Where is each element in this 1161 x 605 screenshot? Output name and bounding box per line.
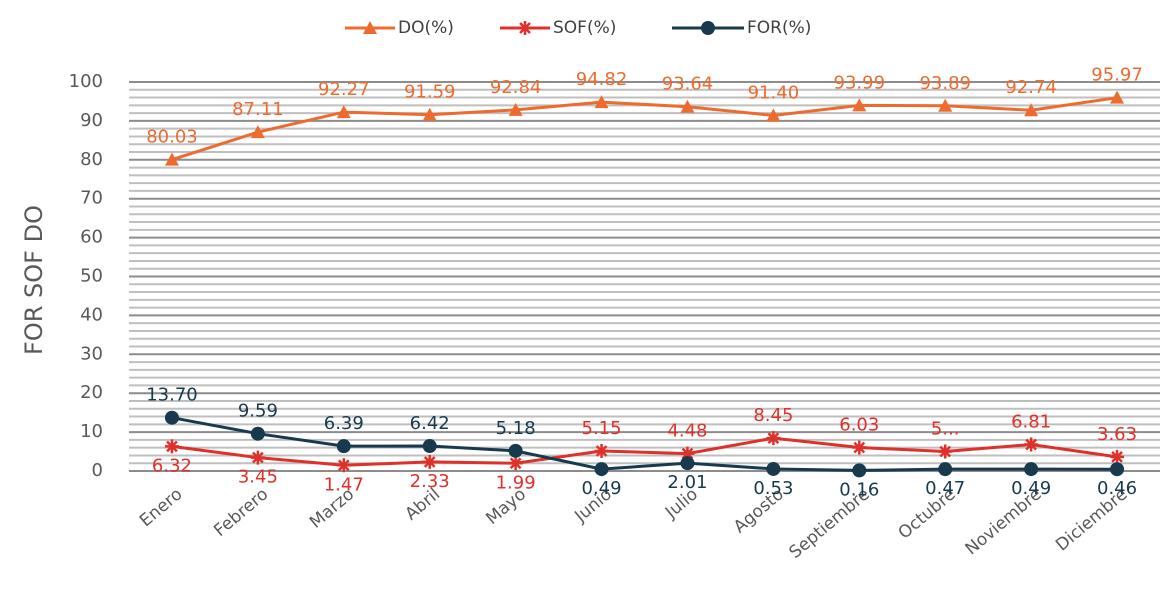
y-tick-label: 80 xyxy=(80,149,103,170)
marker xyxy=(766,108,781,122)
data-label: 1.47 xyxy=(324,474,364,495)
series-line xyxy=(171,416,1118,472)
marker xyxy=(422,107,437,121)
marker xyxy=(594,443,609,458)
marker xyxy=(1024,437,1039,452)
legend-item: DO(%) xyxy=(345,18,454,38)
y-tick-label: 60 xyxy=(80,227,103,248)
marker xyxy=(766,431,781,446)
marker xyxy=(336,458,351,473)
marker xyxy=(594,462,609,477)
marker xyxy=(336,439,351,454)
data-label: 5.18 xyxy=(496,418,536,439)
marker xyxy=(508,443,523,458)
data-label: 91.40 xyxy=(748,82,800,103)
data-label: 95.97 xyxy=(1091,65,1143,86)
data-label: 2.33 xyxy=(410,471,450,492)
marker xyxy=(508,456,523,471)
legend-label: SOF(%) xyxy=(553,18,616,38)
data-label: 0.16 xyxy=(839,479,879,500)
data-label: 6.32 xyxy=(152,455,192,476)
marker xyxy=(250,450,265,465)
marker xyxy=(1024,462,1039,477)
data-label: 0.53 xyxy=(753,478,793,499)
marker xyxy=(518,21,532,35)
data-label: 80.03 xyxy=(146,127,198,148)
data-label: 92.74 xyxy=(1005,77,1057,98)
data-label: 3.45 xyxy=(238,467,278,488)
data-label: 92.27 xyxy=(318,79,370,100)
data-label: 6.42 xyxy=(410,413,450,434)
marker xyxy=(938,462,953,477)
marker xyxy=(164,439,179,454)
y-tick-label: 20 xyxy=(80,382,103,403)
data-label: 0.46 xyxy=(1097,478,1137,499)
marker xyxy=(250,426,265,441)
data-label: 92.84 xyxy=(490,77,542,98)
x-tick-label: Febrero xyxy=(210,484,272,541)
data-label: 94.82 xyxy=(576,69,628,90)
marker xyxy=(1110,462,1125,477)
data-label: 93.89 xyxy=(919,73,971,94)
series-line xyxy=(171,96,1118,162)
x-tick-label: Enero xyxy=(136,484,186,531)
data-label: 13.70 xyxy=(146,385,198,406)
legend-label: FOR(%) xyxy=(747,18,811,38)
legend-item: FOR(%) xyxy=(672,18,811,38)
data-label: 4.48 xyxy=(667,421,707,442)
data-label: 5... xyxy=(931,419,960,440)
y-tick-label: 100 xyxy=(69,71,103,92)
data-label: 6.03 xyxy=(839,415,879,436)
marker xyxy=(336,105,351,119)
data-label: 0.49 xyxy=(1011,478,1051,499)
series-line xyxy=(171,436,1118,467)
marker xyxy=(422,439,437,454)
y-tick-label: 90 xyxy=(80,110,103,131)
y-tick-label: 30 xyxy=(80,343,103,364)
marker xyxy=(508,102,523,116)
marker xyxy=(1110,90,1125,104)
marker xyxy=(701,21,715,35)
data-label: 93.99 xyxy=(834,72,886,93)
marker xyxy=(1024,103,1039,117)
data-label: 91.59 xyxy=(404,82,456,103)
data-label: 8.45 xyxy=(753,405,793,426)
y-axis-label: FOR SOF DO xyxy=(20,205,48,355)
y-tick-label: 70 xyxy=(80,188,103,209)
marker xyxy=(680,446,695,461)
data-label: 9.59 xyxy=(238,401,278,422)
marker xyxy=(164,410,179,425)
data-label: 93.64 xyxy=(662,74,714,95)
data-label: 0.47 xyxy=(925,478,965,499)
data-label: 1.99 xyxy=(496,472,536,493)
data-label: 87.11 xyxy=(232,99,284,120)
data-label: 3.63 xyxy=(1097,424,1137,445)
data-label: 5.15 xyxy=(582,418,622,439)
data-label: 2.01 xyxy=(667,472,707,493)
marker xyxy=(766,461,781,476)
y-tick-label: 40 xyxy=(80,304,103,325)
data-label: 6.81 xyxy=(1011,412,1051,433)
y-tick-label: 50 xyxy=(80,266,103,287)
marker xyxy=(1110,449,1125,464)
marker xyxy=(164,152,179,166)
legend-item: SOF(%) xyxy=(500,18,616,38)
marker xyxy=(594,95,609,109)
marker xyxy=(852,98,867,112)
marker xyxy=(363,21,377,34)
marker xyxy=(250,125,265,139)
marker xyxy=(852,463,867,478)
y-tick-label: 10 xyxy=(80,421,103,442)
marker xyxy=(680,99,695,113)
marker xyxy=(422,454,437,469)
marker xyxy=(680,456,695,471)
marker xyxy=(938,98,953,112)
data-label: 6.39 xyxy=(324,413,364,434)
legend-label: DO(%) xyxy=(398,18,454,38)
y-tick-label: 0 xyxy=(92,460,103,481)
marker xyxy=(852,440,867,455)
data-label: 0.49 xyxy=(582,478,622,499)
marker xyxy=(938,444,953,459)
